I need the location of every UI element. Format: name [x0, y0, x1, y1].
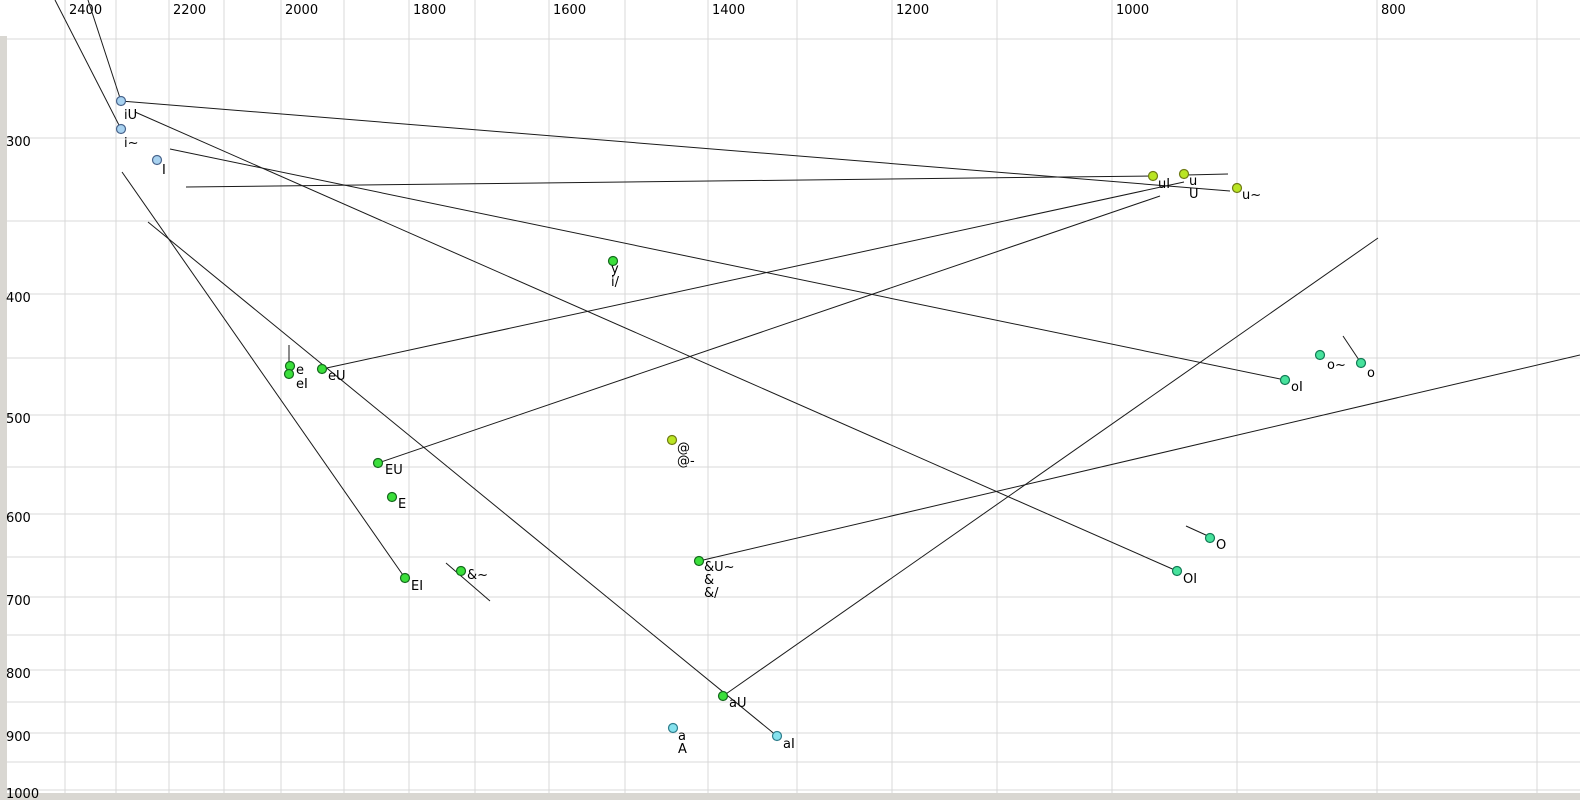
x-axis-tick-label: 2400	[69, 3, 102, 18]
trajectory-line-eu	[321, 181, 1185, 370]
trajectory-line-iu	[120, 100, 1231, 192]
vowel-point-EI[interactable]	[399, 572, 411, 584]
vowel-label-schwa: @-	[677, 454, 695, 469]
x-axis-tick-label: 1800	[413, 3, 446, 18]
vowel-label-aeU-nasal: &	[704, 573, 714, 588]
x-axis-tick-label: 1200	[896, 3, 929, 18]
x-axis-tick-label: 800	[1381, 3, 1406, 18]
vowel-label-OI: OI	[1183, 572, 1197, 587]
x-axis-tick-label: 1400	[712, 3, 745, 18]
vowel-point-aU[interactable]	[717, 690, 729, 702]
vowel-point-uI[interactable]	[1147, 170, 1159, 182]
vowel-label-EU: EU	[385, 463, 403, 478]
vowel-label-oI: oI	[1291, 380, 1303, 395]
vowel-point-eI[interactable]	[283, 368, 295, 380]
trajectory-line-eu	[377, 195, 1161, 464]
vowel-label-aI: aI	[783, 737, 795, 752]
vowel-label-y: y	[611, 262, 619, 277]
vowel-label-eI: eI	[296, 377, 308, 392]
vowel-label-EI: EI	[411, 579, 423, 594]
y-axis-tick-label: 800	[6, 667, 31, 682]
x-axis-tick-label: 2000	[285, 3, 318, 18]
vowel-label-O: O	[1216, 538, 1226, 553]
trajectory-lines	[54, 0, 1580, 737]
trajectory-line-u~	[698, 354, 1580, 562]
vowel-label-y: i/	[611, 275, 620, 290]
y-axis-tick-label: 900	[6, 730, 31, 745]
vowel-point-a[interactable]	[667, 722, 679, 734]
left-margin-strip	[0, 36, 7, 800]
vowel-label-ae-nasal: &~	[467, 568, 488, 583]
trajectory-line-au	[722, 237, 1379, 697]
vowel-point-u-nasal[interactable]	[1231, 182, 1243, 194]
trajectory-line-iuonset	[87, 0, 122, 102]
trajectory-line-u	[1185, 173, 1229, 176]
vowel-label-a: a	[678, 729, 686, 744]
vowel-point-ae-nasal[interactable]	[455, 565, 467, 577]
y-axis-tick-label: 1000	[6, 787, 39, 800]
vowel-point-E[interactable]	[386, 491, 398, 503]
trajectory-line-oi	[169, 148, 1286, 381]
vowel-point-EU[interactable]	[372, 457, 384, 469]
vowel-point-i-nasal[interactable]	[115, 123, 127, 135]
vowel-label-I: I	[162, 163, 166, 178]
trajectory-line-i~onset	[54, 0, 122, 130]
x-axis-tick-label: 1600	[553, 3, 586, 18]
vowel-label-iU: iU	[124, 108, 137, 123]
vowel-label-aeU-nasal: &U~	[704, 560, 735, 575]
vowel-point-iU[interactable]	[115, 95, 127, 107]
trajectory-line-o	[1185, 525, 1209, 537]
trajectory-line-ai	[147, 221, 778, 737]
vowel-label-u: U	[1189, 187, 1199, 202]
y-axis-tick-label: 700	[6, 594, 31, 609]
vowel-label-schwa: @	[677, 441, 690, 456]
x-axis-tick-label: 1000	[1116, 3, 1149, 18]
vowel-point-oI[interactable]	[1279, 374, 1291, 386]
vowel-label-E: E	[398, 497, 406, 512]
vowel-point-o[interactable]	[1355, 357, 1367, 369]
vowel-point-eU[interactable]	[316, 363, 328, 375]
y-axis-tick-label: 500	[6, 412, 31, 427]
axis-tick-labels: 2400 2200 2000 1800 1600 1400 1200 1000 800 300 40…	[6, 3, 1406, 800]
vowel-point-aeU-nasal[interactable]	[693, 555, 705, 567]
y-axis-tick-label: 400	[6, 291, 31, 306]
vowel-point-aI[interactable]	[771, 730, 783, 742]
y-axis-tick-label: 600	[6, 511, 31, 526]
bottom-margin-strip	[0, 793, 1580, 800]
vowel-point-O[interactable]	[1204, 532, 1216, 544]
vowel-point-o-nasal[interactable]	[1314, 349, 1326, 361]
vowel-label-aU: aU	[729, 696, 746, 711]
vowel-label-i-nasal: i~	[124, 136, 139, 151]
vowel-point-y[interactable]	[607, 255, 619, 267]
vowel-label-u: u	[1189, 174, 1197, 189]
trajectory-line-o	[1342, 335, 1360, 361]
trajectory-line-~	[445, 562, 491, 602]
vowel-point-I[interactable]	[151, 154, 163, 166]
vowel-label-aeU-nasal: &/	[704, 586, 719, 601]
vowel-point-schwa[interactable]	[666, 434, 678, 446]
vowel-label-a: A	[678, 742, 687, 757]
vowel-label-o: o	[1367, 366, 1375, 381]
x-axis-tick-label: 2200	[173, 3, 206, 18]
trajectory-line-oi	[134, 111, 1178, 572]
vowel-label-o-nasal: o~	[1327, 358, 1346, 373]
vowel-point-u[interactable]	[1178, 168, 1190, 180]
y-axis-tick-label: 300	[6, 135, 31, 150]
vowel-label-u-nasal: u~	[1242, 188, 1261, 203]
trajectory-line-ui	[185, 175, 1154, 188]
vowel-label-e: e	[296, 363, 304, 378]
vowel-label-uI: uI	[1158, 177, 1170, 192]
vowel-points: iU i~ Iyi/eeI eU EU E EI &~ &U~&&/ @@- aU aA aI uI uU u…	[115, 95, 1375, 757]
vowel-point-OI[interactable]	[1171, 565, 1183, 577]
vowel-label-eU: eU	[328, 369, 346, 384]
